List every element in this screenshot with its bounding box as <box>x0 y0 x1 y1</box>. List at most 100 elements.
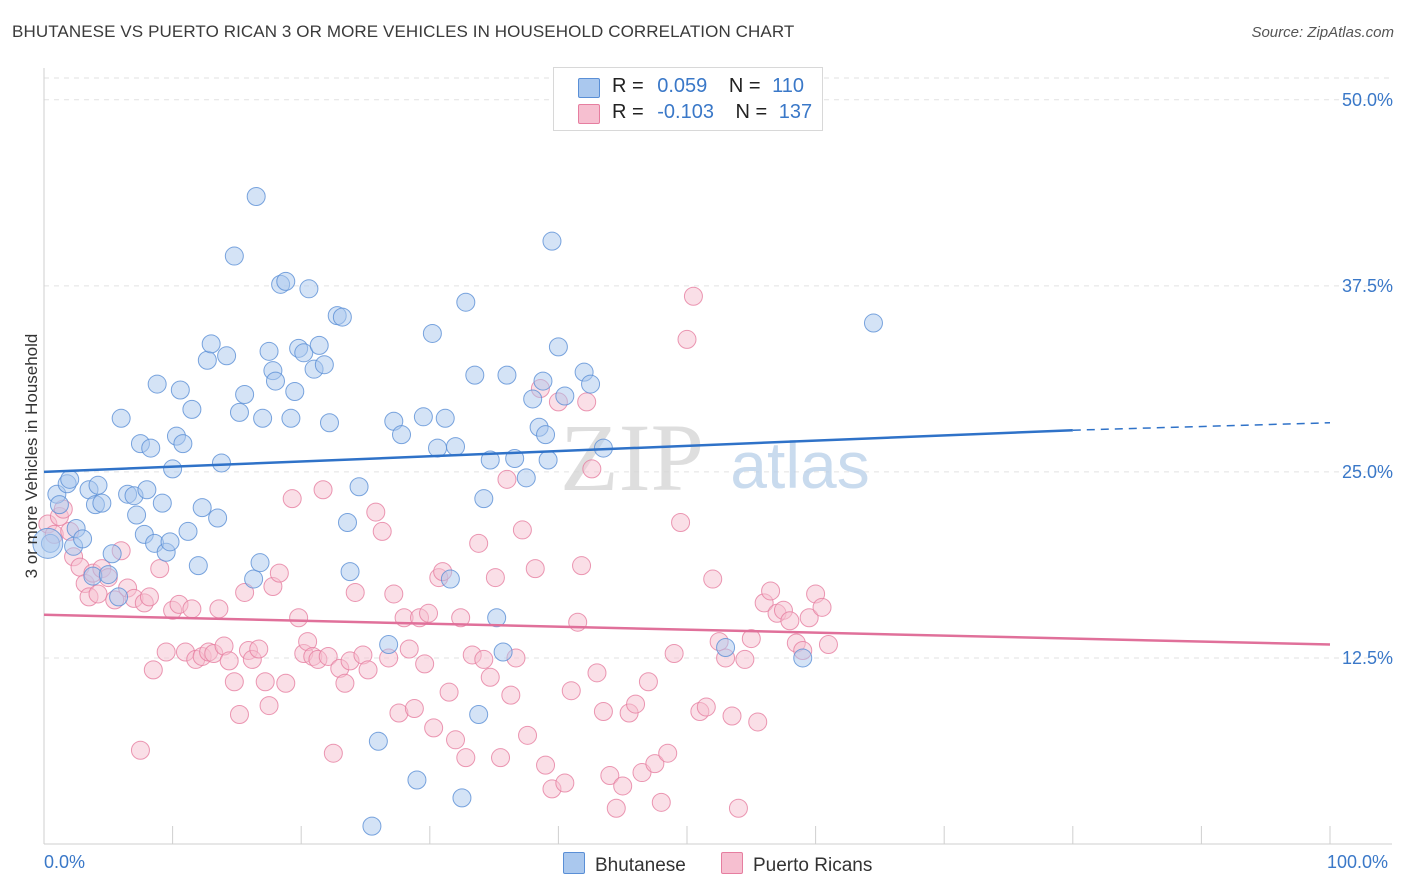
bhutanese-point <box>332 307 352 327</box>
bhutanese-point <box>523 389 543 409</box>
puerto-rican-trend-line <box>43 613 1331 646</box>
bhutanese-point <box>265 371 285 391</box>
bhutanese-point <box>516 468 536 488</box>
puerto-rican-point <box>658 743 678 763</box>
bhutanese-point <box>253 408 273 428</box>
puerto-rican-point <box>345 582 365 602</box>
bhutanese-point <box>201 334 221 354</box>
puerto-rican-point <box>255 672 275 692</box>
puerto-rican-point <box>645 754 665 774</box>
puerto-rican-point <box>518 725 538 745</box>
bhutanese-point <box>111 408 131 428</box>
puerto-rican-point <box>613 776 633 796</box>
bhutanese-point <box>533 371 553 391</box>
legend-r-value: 0.059 <box>657 75 708 97</box>
bhutanese-point <box>536 425 556 445</box>
chart-title: BHUTANESE VS PUERTO RICAN 3 OR MORE VEHI… <box>12 22 795 41</box>
axes <box>43 68 1392 845</box>
legend-n-value: 110 <box>772 75 805 97</box>
puerto-rican-point <box>722 706 742 726</box>
puerto-rican-point <box>358 660 378 680</box>
bhutanese-point <box>259 341 279 361</box>
bhutanese-point <box>147 374 167 394</box>
bhutanese-point <box>235 384 255 404</box>
puerto-rican-point <box>480 667 500 687</box>
bhutanese-point <box>422 323 442 343</box>
source-credit: Source: ZipAtlas.com <box>1251 24 1394 41</box>
bhutanese-point <box>480 450 500 470</box>
x-tick-label-max: 100.0% <box>1327 852 1389 872</box>
bhutanese-point <box>440 569 460 589</box>
puerto-rican-point <box>512 520 532 540</box>
bhutanese-point <box>192 498 212 518</box>
puerto-rican-legend-swatch <box>721 852 743 874</box>
puerto-rican-point <box>735 649 755 669</box>
puerto-rican-point <box>404 699 424 719</box>
puerto-rican-point <box>491 748 511 768</box>
puerto-rican-point <box>593 702 613 722</box>
puerto-rican-point <box>224 672 244 692</box>
legend-n-label: N = <box>728 75 761 97</box>
puerto-rican-point <box>638 672 658 692</box>
puerto-rican-point <box>485 568 505 588</box>
puerto-rican-legend-label: Puerto Ricans <box>753 855 873 876</box>
puerto-rican-point <box>269 563 289 583</box>
bhutanese-point <box>141 438 161 458</box>
bhutanese-point <box>452 788 472 808</box>
puerto-rican-point <box>399 639 419 659</box>
bhutanese-point <box>246 187 266 207</box>
puerto-rican-point <box>703 569 723 589</box>
bhutanese-trend-extension <box>1072 422 1331 431</box>
puerto-rican-point <box>439 682 459 702</box>
legend-r-label: R = <box>612 75 644 97</box>
puerto-rican-point <box>372 521 392 541</box>
puerto-rican-point <box>577 392 597 412</box>
bottom-legend-puerto-ricans: Puerto Ricans <box>721 852 872 877</box>
bhutanese-point <box>413 407 433 427</box>
y-axis-label: 3 or more Vehicles in Household <box>22 333 41 579</box>
bhutanese-point <box>244 569 264 589</box>
legend-n-label: N = <box>735 101 768 123</box>
puerto-rican-point <box>501 685 521 705</box>
puerto-rican-point <box>677 329 697 349</box>
puerto-rican-point <box>139 587 159 607</box>
puerto-rican-point <box>683 286 703 306</box>
bhutanese-point <box>428 438 448 458</box>
puerto-rican-point <box>182 599 202 619</box>
y-tick-label: 50.0% <box>1342 90 1393 110</box>
bhutanese-point <box>474 489 494 509</box>
y-tick-labels: 12.5% 25.0% 37.5% 50.0% <box>1342 90 1393 668</box>
bhutanese-point <box>548 337 568 357</box>
bhutanese-trend-line <box>43 428 1073 474</box>
puerto-rican-point <box>799 608 819 628</box>
puerto-rican-point <box>276 673 296 693</box>
bhutanese-point <box>276 271 296 291</box>
bhutanese-points <box>32 187 883 836</box>
puerto-rican-point <box>451 608 471 628</box>
puerto-rican-point <box>741 629 761 649</box>
bhutanese-point <box>497 365 517 385</box>
puerto-rican-point <box>235 582 255 602</box>
bhutanese-point <box>137 480 157 500</box>
y-tick-label: 12.5% <box>1342 648 1393 668</box>
puerto-rican-point <box>561 681 581 701</box>
bhutanese-point <box>102 544 122 564</box>
puerto-rican-point <box>728 798 748 818</box>
bhutanese-point <box>49 495 69 515</box>
puerto-rican-point <box>219 651 239 671</box>
bhutanese-point <box>337 512 357 532</box>
puerto-rican-point <box>249 639 269 659</box>
puerto-rican-point <box>318 646 338 666</box>
bhutanese-point <box>379 635 399 655</box>
bhutanese-point <box>160 532 180 552</box>
bhutanese-point <box>362 816 382 836</box>
bhutanese-point <box>392 425 412 445</box>
puerto-rican-point <box>88 584 108 604</box>
bhutanese-point-cluster <box>32 527 64 559</box>
puerto-rican-point <box>384 584 404 604</box>
bhutanese-point <box>281 408 301 428</box>
bhutanese-point <box>555 386 575 406</box>
bhutanese-point <box>250 553 270 573</box>
puerto-rican-point <box>626 694 646 714</box>
